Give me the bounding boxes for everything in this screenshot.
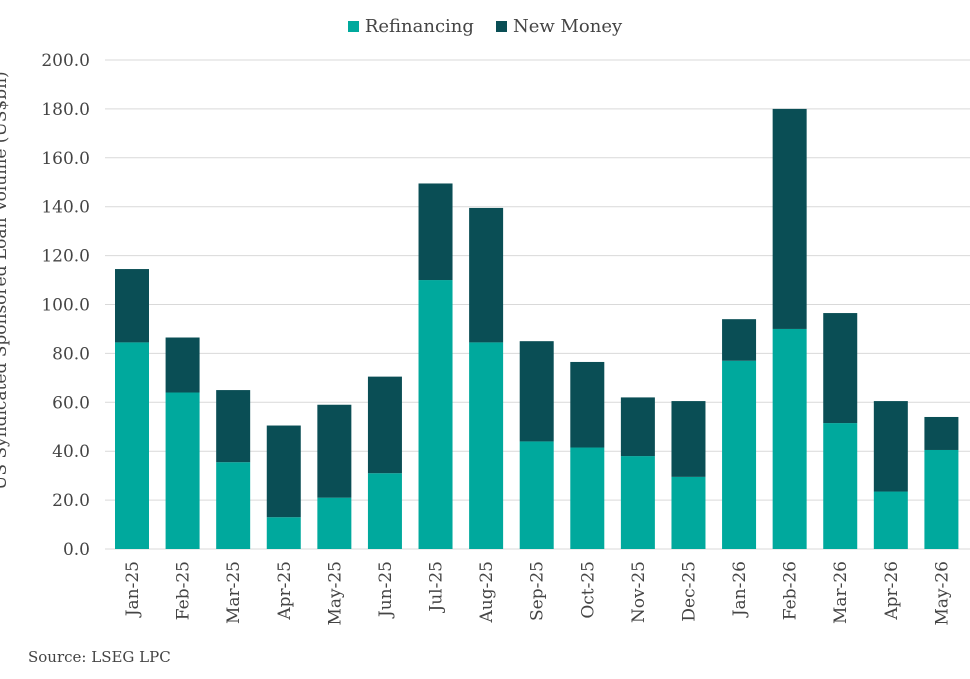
x-tick-label: Mar-26 [831, 561, 851, 624]
bar-new-money [823, 313, 858, 424]
source-note: Source: LSEG LPC [28, 648, 171, 666]
x-tick-label: Feb-26 [781, 561, 801, 620]
bar-refinancing [519, 441, 554, 549]
bar-new-money [772, 108, 807, 329]
bar-refinancing [469, 342, 504, 549]
bar-new-money [469, 207, 504, 343]
bar-new-money [722, 319, 757, 361]
x-tick-label: Mar-25 [224, 561, 244, 624]
bar-new-money [317, 404, 352, 498]
legend-swatch-refinancing [347, 21, 359, 32]
bar-new-money [519, 341, 554, 442]
y-tick-label: 100.0 [41, 296, 90, 316]
bar-new-money [620, 397, 655, 457]
y-tick-label: 20.0 [52, 491, 90, 511]
y-tick-label: 120.0 [41, 247, 90, 267]
y-tick-label: 200.0 [41, 51, 90, 71]
bar-refinancing [216, 462, 251, 549]
x-tick-label: Dec-25 [679, 561, 699, 622]
x-tick-label: Jul-25 [427, 561, 447, 614]
bar-new-money [570, 361, 605, 448]
bar-new-money [367, 376, 402, 474]
bar-new-money [873, 401, 908, 492]
legend-item-refinancing: Refinancing [347, 16, 474, 37]
x-tick-label: Oct-25 [578, 561, 598, 619]
x-tick-label: May-25 [325, 561, 345, 626]
y-tick-label: 180.0 [41, 100, 90, 120]
bar-refinancing [570, 447, 605, 549]
legend-label-refinancing: Refinancing [364, 16, 474, 37]
bar-new-money [216, 390, 251, 463]
y-tick-label: 60.0 [52, 393, 90, 413]
x-tick-label: Jun-25 [376, 561, 396, 619]
bar-new-money [418, 183, 453, 281]
y-tick-label: 40.0 [52, 442, 90, 462]
legend-swatch-new-money [495, 21, 507, 32]
x-tick-label: Apr-26 [882, 561, 902, 621]
bar-refinancing [671, 476, 706, 549]
x-tick-label: Aug-25 [477, 561, 497, 623]
bar-refinancing [772, 328, 807, 549]
x-tick-label: Feb-25 [174, 561, 194, 620]
bar-new-money [671, 401, 706, 477]
x-tick-label: Jan-25 [123, 561, 143, 618]
bar-refinancing [620, 456, 655, 549]
bar-refinancing [165, 392, 200, 549]
x-tick-label: Apr-25 [275, 561, 295, 621]
y-tick-label: 160.0 [41, 149, 90, 169]
y-tick-label: 140.0 [41, 198, 90, 218]
bar-refinancing [823, 423, 858, 549]
bar-new-money [115, 269, 149, 343]
bar-new-money [924, 416, 959, 450]
bar-refinancing [367, 473, 402, 549]
x-tick-label: Jan-26 [730, 561, 750, 618]
x-tick-label: Sep-25 [528, 561, 548, 621]
y-tick-label: 0.0 [63, 540, 90, 560]
y-tick-label: 80.0 [52, 344, 90, 364]
bar-refinancing [115, 342, 149, 549]
bar-refinancing [317, 497, 352, 549]
bar-new-money [266, 425, 301, 518]
bar-refinancing [418, 280, 453, 549]
bar-refinancing [873, 491, 908, 549]
bar-refinancing [722, 360, 757, 549]
bar-new-money [165, 337, 200, 393]
legend: Refinancing New Money [0, 16, 970, 37]
x-tick-label: Nov-25 [629, 561, 649, 623]
bar-refinancing [266, 517, 301, 549]
bar-refinancing [924, 449, 959, 549]
x-tick-label: May-26 [932, 561, 952, 626]
legend-item-new-money: New Money [495, 16, 623, 37]
legend-label-new-money: New Money [512, 16, 623, 37]
